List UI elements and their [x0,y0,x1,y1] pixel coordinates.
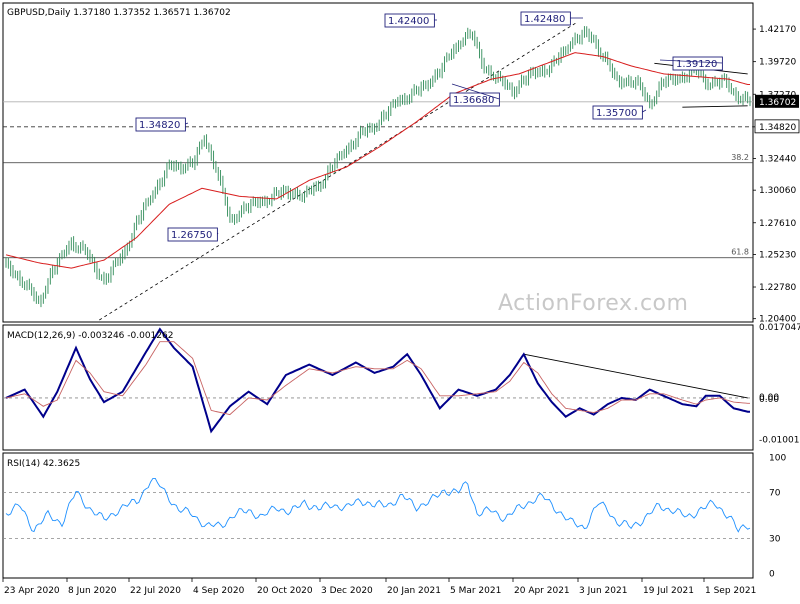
macd-panel: MACD(12,26,9) -0.003246 -0.001262 [2,324,754,451]
macd-trend-line [523,353,748,399]
price-callout: 1.35700 [592,105,647,120]
x-axis: 23 Apr 2020 8 Jun 2020 22 Jul 2020 4 Sep 20… [2,578,756,596]
reference-price-tag: 1.34820 [754,119,800,134]
price-y-tick: 1.32440 [759,155,796,165]
x-axis-tick: 23 Apr 2020 [4,586,60,596]
y-axes: 1.421701.397201.372701.348201.324401.300… [753,25,800,579]
svg-text:1.36680: 1.36680 [453,95,494,106]
price-y-tick: 1.25230 [759,250,796,260]
price-panel: 38.2 61.8 1.42400 1.42480 1.34820 1.36680 1.3… [2,2,754,323]
svg-text:1.42400: 1.42400 [388,16,429,27]
current-price-tag: 1.36702 [755,94,799,108]
moving-average-line [5,52,750,269]
macd-signal-line [5,341,750,416]
rsi-y-tick: 30 [769,535,781,545]
price-callout: 1.42400 [384,13,437,28]
x-axis-tick: 3 Dec 2020 [321,586,373,596]
trend-line-support [99,21,578,321]
x-axis-tick: 19 Jul 2021 [643,586,694,596]
x-axis-tick: 1 Sep 2021 [705,586,756,596]
x-axis-tick: 20 Oct 2020 [257,586,313,596]
price-callout: 1.36680 [449,83,500,107]
macd-panel-title: MACD(12,26,9) -0.003246 -0.001262 [7,331,173,341]
svg-text:1.42480: 1.42480 [524,14,565,25]
svg-text:1.39120: 1.39120 [676,59,717,70]
watermark-text: ActionForex.com [498,291,688,316]
rsi-line [5,477,751,533]
price-callout: 1.26750 [167,227,219,242]
svg-text:1.34820: 1.34820 [139,120,180,131]
svg-text:1.36702: 1.36702 [759,98,796,108]
fib-level-label: 61.8 [731,248,749,257]
price-chart-title: GBPUSD,Daily 1.37180 1.37352 1.36571 1.3… [7,8,231,18]
rsi-y-tick: 0 [769,569,775,579]
svg-text:1.26750: 1.26750 [171,230,212,241]
x-axis-tick: 4 Sep 2020 [193,586,245,596]
x-axis-tick: 20 Jan 2021 [387,586,441,596]
rsi-panel: RSI(14) 42.3625 [2,452,754,579]
rsi-y-tick: 100 [769,454,786,464]
price-y-tick: 1.22780 [759,283,796,293]
x-axis-tick: 8 Jun 2020 [68,586,117,596]
channel-bottom-line [682,105,748,108]
price-y-tick: 1.30060 [759,186,796,196]
macd-y-tick: 0.00 [759,393,779,403]
price-callout: 1.39120 [659,56,723,71]
macd-y-tick: -0.010013 [759,436,800,446]
x-axis-tick: 22 Jul 2020 [130,586,181,596]
x-axis-tick: 3 Jun 2021 [579,586,627,596]
price-y-tick: 1.20400 [759,315,796,325]
rsi-y-tick: 70 [769,488,781,498]
price-y-tick: 1.39720 [759,58,796,68]
svg-text:1.35700: 1.35700 [596,108,637,119]
x-axis-tick: 20 Apr 2021 [514,586,570,596]
x-axis-tick: 5 Mar 2021 [450,586,501,596]
price-callout: 1.42480 [520,11,583,26]
macd-line [5,327,750,434]
svg-text:1.34820: 1.34820 [759,123,796,133]
price-y-tick: 1.42170 [759,25,796,35]
rsi-panel-title: RSI(14) 42.3625 [7,459,80,469]
price-y-tick: 1.27610 [759,219,796,229]
price-callout: 1.34820 [135,117,189,132]
fib-level-label: 38.2 [731,153,749,162]
macd-y-tick: 0.017047 [759,323,800,333]
macd-y-tick: 0.00 [759,395,779,405]
